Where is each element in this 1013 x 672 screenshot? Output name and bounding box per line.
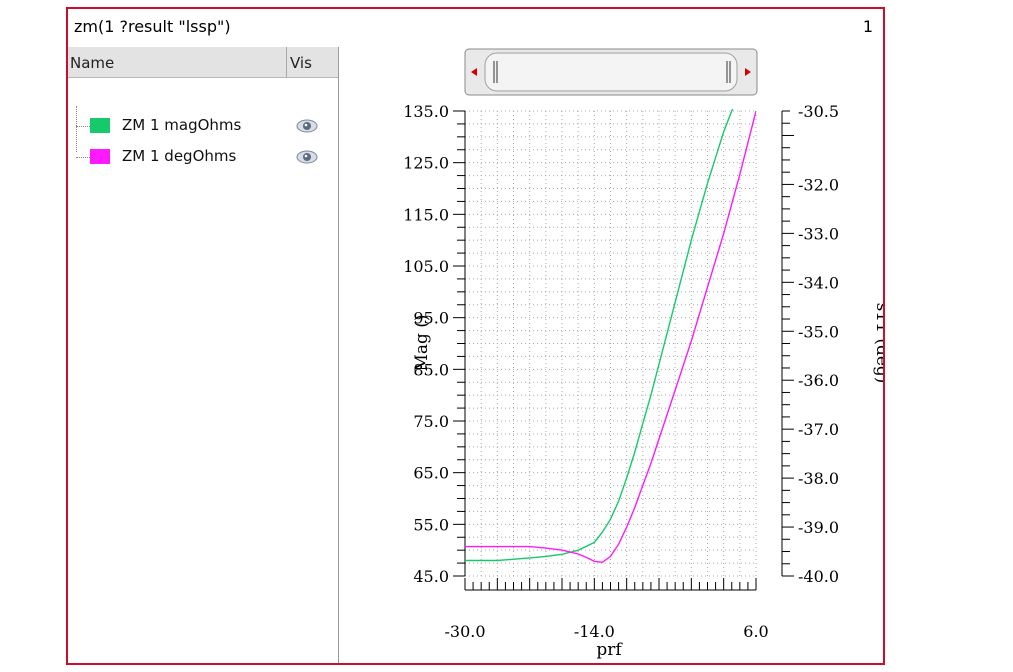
legend-item-label: ZM 1 degOhms — [122, 147, 237, 165]
y-tick-label: 105.0 — [403, 257, 449, 276]
legend-header: Name Vis — [68, 47, 338, 78]
legend-item-magohms[interactable]: ZM 1 magOhms — [68, 113, 338, 141]
x-tick-label: -14.0 — [574, 622, 615, 641]
window-number: 1 — [862, 17, 873, 36]
y2-tick-label: -40.0 — [798, 567, 839, 586]
title-bar: zm(1 ?result "lssp") 1 — [68, 9, 883, 47]
y-axis-title: Mag () — [412, 314, 432, 371]
y-tick-label: 85.0 — [413, 360, 449, 379]
y2-tick-label: -30.5 — [798, 102, 839, 121]
x-scroll-control[interactable] — [464, 48, 758, 96]
x-axis-title: prf — [596, 640, 623, 660]
chart[interactable]: 135.0 125.0 115.0 105.0 95.0 85.0 75.0 65.0 55.0… — [339, 47, 883, 663]
window-title: zm(1 ?result "lssp") — [74, 17, 231, 36]
series-color-swatch — [90, 118, 110, 133]
y2-tick-label: -36.0 — [798, 371, 839, 390]
y-tick-label: 55.0 — [413, 515, 449, 534]
y-tick-label: 65.0 — [413, 464, 449, 483]
arrow-left-icon[interactable] — [471, 68, 477, 76]
y2-axis-title: s11 (deg) — [872, 303, 883, 384]
y2-tick-label: -33.0 — [798, 224, 839, 243]
legend-item-label: ZM 1 magOhms — [122, 116, 242, 134]
series-line-magohms — [465, 109, 734, 562]
grid — [464, 110, 757, 577]
arrow-right-icon[interactable] — [745, 68, 751, 76]
x-tick-label: -30.0 — [444, 622, 485, 641]
axes: 135.0 125.0 115.0 105.0 95.0 85.0 75.0 65.0 55.0… — [403, 102, 839, 641]
x-tick-label: 6.0 — [743, 622, 768, 641]
column-header-vis[interactable]: Vis — [290, 54, 312, 72]
y2-tick-label: -38.0 — [798, 469, 839, 488]
y2-tick-label: -32.0 — [798, 175, 839, 194]
legend-item-degohms[interactable]: ZM 1 degOhms — [68, 144, 338, 172]
tree-connector — [76, 106, 78, 152]
y-tick-label: 135.0 — [403, 102, 449, 121]
column-header-name[interactable]: Name — [70, 54, 115, 72]
plot-area: 135.0 125.0 115.0 105.0 95.0 85.0 75.0 65.0 55.0… — [339, 47, 883, 663]
y-tick-label: 75.0 — [413, 412, 449, 431]
tree-branch — [76, 126, 90, 127]
y2-tick-label: -34.0 — [798, 273, 839, 292]
series — [465, 109, 756, 564]
y2-tick-label: -35.0 — [798, 322, 839, 341]
y2-tick-label: -37.0 — [798, 420, 839, 439]
y-tick-label: 125.0 — [403, 154, 449, 173]
series-color-swatch — [90, 149, 110, 164]
legend-panel: Name Vis ZM 1 magOhms ZM 1 degOhms — [68, 47, 339, 663]
y2-tick-label: -39.0 — [798, 518, 839, 537]
column-divider[interactable] — [286, 47, 287, 77]
y-tick-label: 95.0 — [413, 309, 449, 328]
series-line-degohms — [465, 110, 756, 564]
tree-branch — [76, 157, 90, 158]
y-tick-label: 115.0 — [403, 205, 449, 224]
eye-icon[interactable] — [296, 117, 318, 135]
y-tick-label: 45.0 — [413, 567, 449, 586]
chart-window: zm(1 ?result "lssp") 1 Name Vis ZM 1 mag… — [66, 7, 885, 665]
eye-icon[interactable] — [296, 148, 318, 166]
